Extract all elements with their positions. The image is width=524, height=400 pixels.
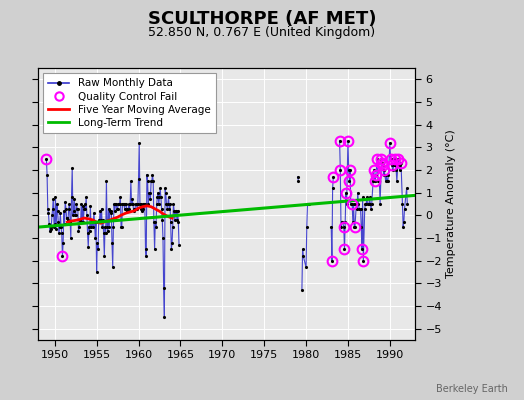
Text: 52.850 N, 0.767 E (United Kingdom): 52.850 N, 0.767 E (United Kingdom): [148, 26, 376, 39]
Legend: Raw Monthly Data, Quality Control Fail, Five Year Moving Average, Long-Term Tren: Raw Monthly Data, Quality Control Fail, …: [43, 73, 215, 133]
Y-axis label: Temperature Anomaly (°C): Temperature Anomaly (°C): [446, 130, 456, 278]
Text: SCULTHORPE (AF MET): SCULTHORPE (AF MET): [148, 10, 376, 28]
Text: Berkeley Earth: Berkeley Earth: [436, 384, 508, 394]
